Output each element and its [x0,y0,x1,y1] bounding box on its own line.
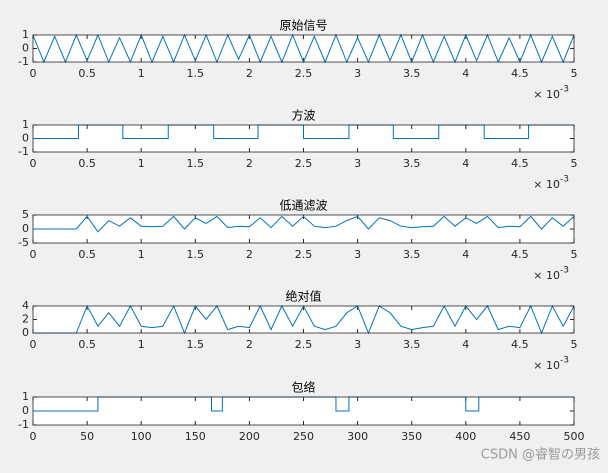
x-tick-label: 2 [246,157,253,170]
x-tick-label: 250 [293,430,314,443]
axes-box [32,124,575,153]
x-tick-label: 5 [571,338,578,351]
x-tick-label: 4 [462,248,469,261]
y-tick-label: -5 [18,236,29,249]
x-tick-label: 1.5 [187,338,205,351]
x-tick-label: 0.5 [78,67,96,80]
y-tick-label: 2 [22,313,29,326]
x-tick-label: 4 [462,67,469,80]
x-multiplier: × 10 [533,359,560,372]
x-tick-label: 4.5 [511,338,529,351]
y-tick-label: -1 [18,418,29,431]
subplot-title: 低通滤波 [279,199,327,213]
x-tick-label: 200 [239,430,260,443]
x-tick-label: 3 [354,338,361,351]
y-tick-label: 5 [22,208,29,221]
watermark: CSDN @睿智の男孩 [481,448,600,463]
x-tick-label: 1 [138,157,145,170]
axes-box [32,396,575,426]
x-tick-label: 5 [571,248,578,261]
x-tick-label: 150 [185,430,206,443]
x-tick-label: 2 [246,67,253,80]
axes-box [32,34,575,63]
y-tick-label: 1 [22,28,29,41]
x-exponent: -3 [560,175,569,185]
x-tick-label: 2 [246,248,253,261]
x-tick-label: 300 [347,430,368,443]
plot-area [33,35,574,62]
y-tick-label: 0 [22,326,29,339]
signal-line [33,124,574,139]
x-tick-label: 0.5 [78,338,96,351]
subplot-title: 原始信号 [279,19,327,33]
x-tick-label: 0 [30,338,37,351]
x-tick-label: 500 [564,430,585,443]
x-tick-label: 2.5 [295,248,313,261]
x-multiplier: × 10 [533,178,560,191]
y-tick-label: 4 [22,299,29,312]
x-tick-label: 4.5 [511,157,529,170]
x-tick-label: 100 [131,430,152,443]
x-tick-label: 4 [462,338,469,351]
x-tick-label: 4 [462,157,469,170]
y-tick-label: -1 [18,55,29,68]
subplot-title: 包络 [291,380,315,395]
axes-box [32,214,575,244]
x-tick-label: 3.5 [403,157,421,170]
x-exponent: -3 [560,85,569,95]
x-tick-label: 400 [455,430,476,443]
x-tick-label: 50 [80,430,94,443]
x-tick-label: 4.5 [511,67,529,80]
x-tick-label: 4.5 [511,248,529,261]
y-tick-label: 0 [22,404,29,417]
x-multiplier: × 10 [533,88,560,101]
plot-area [33,397,574,425]
subplot-title: 方波 [291,108,315,123]
x-tick-label: 2.5 [295,67,313,80]
x-tick-label: 350 [401,430,422,443]
x-tick-label: 0 [30,430,37,443]
x-tick-label: 0 [30,248,37,261]
x-tick-label: 0.5 [78,157,96,170]
x-tick-label: 1 [138,67,145,80]
y-tick-label: 1 [22,390,29,403]
x-tick-label: 450 [509,430,530,443]
y-tick-label: 0 [22,222,29,235]
axes-box [32,305,575,334]
x-multiplier: × 10 [533,269,560,282]
x-tick-label: 3.5 [403,67,421,80]
x-tick-label: 1 [138,248,145,261]
y-tick-label: 0 [22,42,29,55]
x-tick-label: 3 [354,67,361,80]
x-tick-label: 3.5 [403,248,421,261]
x-tick-label: 2.5 [295,338,313,351]
signal-line [33,215,575,233]
x-tick-label: 2 [246,338,253,351]
x-tick-label: 5 [571,157,578,170]
x-tick-label: 1.5 [187,67,205,80]
x-tick-label: 0.5 [78,248,96,261]
x-exponent: -3 [560,356,569,366]
y-tick-label: -1 [18,145,29,158]
x-exponent: -3 [560,266,569,276]
x-tick-label: 1.5 [187,157,205,170]
plot-area [33,215,574,243]
x-tick-label: 0 [30,67,37,80]
subplot-title: 绝对值 [285,289,321,304]
x-tick-label: 0 [30,157,37,170]
x-tick-label: 1.5 [187,248,205,261]
y-tick-label: 1 [22,118,29,131]
y-tick-label: 0 [22,132,29,145]
x-tick-label: 5 [571,67,578,80]
x-tick-label: 3 [354,157,361,170]
x-tick-label: 2.5 [295,157,313,170]
x-tick-label: 3.5 [403,338,421,351]
x-tick-label: 3 [354,248,361,261]
x-tick-label: 1 [138,338,145,351]
